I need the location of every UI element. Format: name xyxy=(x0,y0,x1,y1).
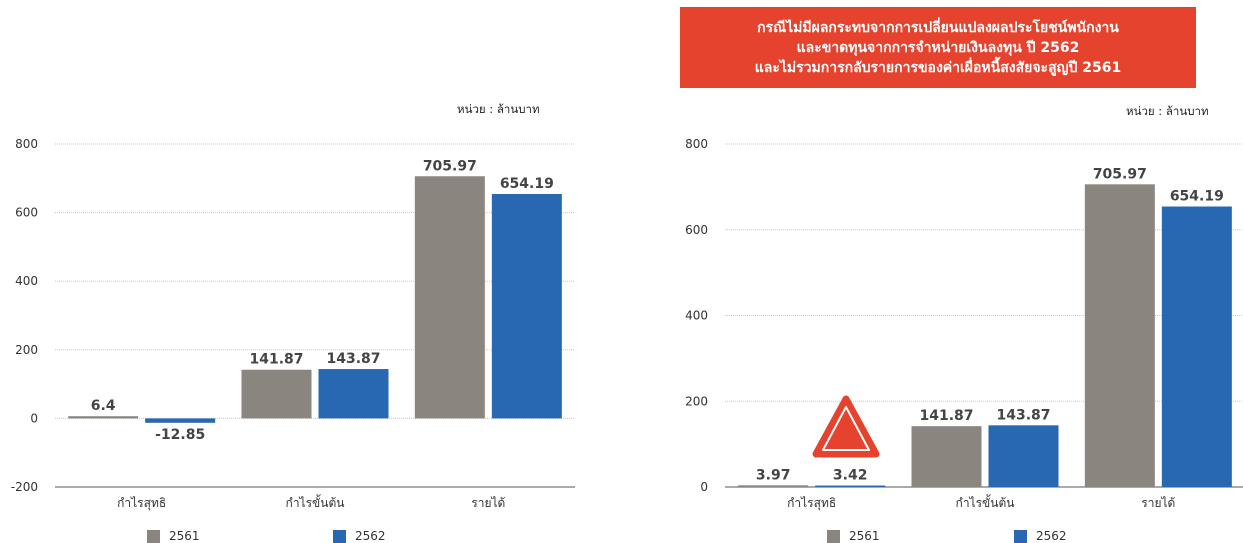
y-tick-label: 200 xyxy=(15,343,38,357)
x-tick-label: รายได้ xyxy=(1141,496,1175,510)
x-tick-label: รายได้ xyxy=(471,496,505,510)
data-label: 6.4 xyxy=(91,398,116,414)
legend-label-2562: 2562 xyxy=(355,529,386,543)
data-label: 143.87 xyxy=(326,351,380,367)
data-label: 141.87 xyxy=(919,408,973,424)
x-tick-label: กำไรขั้นต้น xyxy=(956,494,1015,510)
data-label: 143.87 xyxy=(996,407,1050,423)
y-tick-label: 600 xyxy=(685,223,708,237)
legend-swatch-2562 xyxy=(333,529,346,543)
bar-2562 xyxy=(491,194,562,419)
warning-triangle-icon xyxy=(812,395,880,458)
bar-2562 xyxy=(815,485,886,487)
y-tick-label: 0 xyxy=(30,411,38,425)
legend-label-2561: 2561 xyxy=(169,529,200,543)
bar-2562 xyxy=(318,369,389,419)
banner-line: และขาดทุนจากการจำหน่ายเงินลงทุน ปี 2562 xyxy=(796,39,1080,56)
chart-left: หน่วย : ล้านบาท -200 0 200 400 600 800 กำไรสุท… xyxy=(0,0,600,543)
data-label: 654.19 xyxy=(500,176,554,192)
legend-item-2561: 2561 xyxy=(147,529,200,543)
data-label: 3.97 xyxy=(756,467,791,483)
legend-swatch-2561 xyxy=(827,529,840,543)
bar-2561 xyxy=(68,416,139,419)
y-tick-label: 0 xyxy=(700,480,708,494)
unit-label: หน่วย : ล้านบาท xyxy=(1126,104,1209,118)
bar-2561 xyxy=(1084,184,1155,487)
legend-label-2561: 2561 xyxy=(849,529,880,543)
banner-line: และไม่รวมการกลับรายการของค่าเผื่อหนี้สงส… xyxy=(754,59,1122,76)
data-label: 705.97 xyxy=(1093,166,1147,182)
bar-2562 xyxy=(1161,206,1232,487)
data-label: 141.87 xyxy=(249,352,303,368)
y-tick-label: 200 xyxy=(685,394,708,408)
legend-item-2561: 2561 xyxy=(827,529,880,543)
bar-chart-right: 0 200 400 600 800 กำไรสุทธิ 3.97 3.42 กำไรขั้นต้… xyxy=(685,137,1243,511)
chart-right: กรณีไม่มีผลกระทบจากการเปลี่ยนแปลงผลประโย… xyxy=(640,0,1243,543)
x-tick-label: กำไรขั้นต้น xyxy=(286,494,345,510)
banner-line: กรณีไม่มีผลกระทบจากการเปลี่ยนแปลงผลประโย… xyxy=(757,19,1119,36)
bar-2561 xyxy=(738,485,809,487)
unit-label: หน่วย : ล้านบาท xyxy=(457,102,540,116)
condition-banner: กรณีไม่มีผลกระทบจากการเปลี่ยนแปลงผลประโย… xyxy=(680,7,1196,88)
data-label: 654.19 xyxy=(1170,189,1224,205)
bar-2561 xyxy=(241,369,312,419)
warning-triangle-shape xyxy=(812,395,880,458)
y-tick-label: 800 xyxy=(15,137,38,151)
legend-item-2562: 2562 xyxy=(1014,529,1067,543)
x-tick-label: กำไรสุทธิ xyxy=(787,496,836,511)
bar-chart-left: -200 0 200 400 600 800 กำไรสุทธิ 6.4 -12.85 กำไรข… xyxy=(11,137,575,511)
bar-2562 xyxy=(145,418,216,423)
bar-2562 xyxy=(988,425,1059,487)
bar-2561 xyxy=(414,176,485,419)
y-tick-label: -200 xyxy=(11,480,38,494)
legend-swatch-2562 xyxy=(1014,529,1027,543)
legend-swatch-2561 xyxy=(147,529,160,543)
y-tick-label: 600 xyxy=(15,206,38,220)
y-tick-label: 400 xyxy=(685,309,708,323)
warning-triangle-outline xyxy=(822,406,870,451)
data-label: 705.97 xyxy=(423,158,477,174)
data-label: -12.85 xyxy=(155,427,205,443)
data-label: 3.42 xyxy=(833,468,868,484)
legend-label-2562: 2562 xyxy=(1036,529,1067,543)
y-tick-label: 400 xyxy=(15,274,38,288)
x-tick-label: กำไรสุทธิ xyxy=(117,496,166,511)
legend-item-2562: 2562 xyxy=(333,529,386,543)
bar-2561 xyxy=(911,426,982,487)
y-tick-label: 800 xyxy=(685,137,708,151)
